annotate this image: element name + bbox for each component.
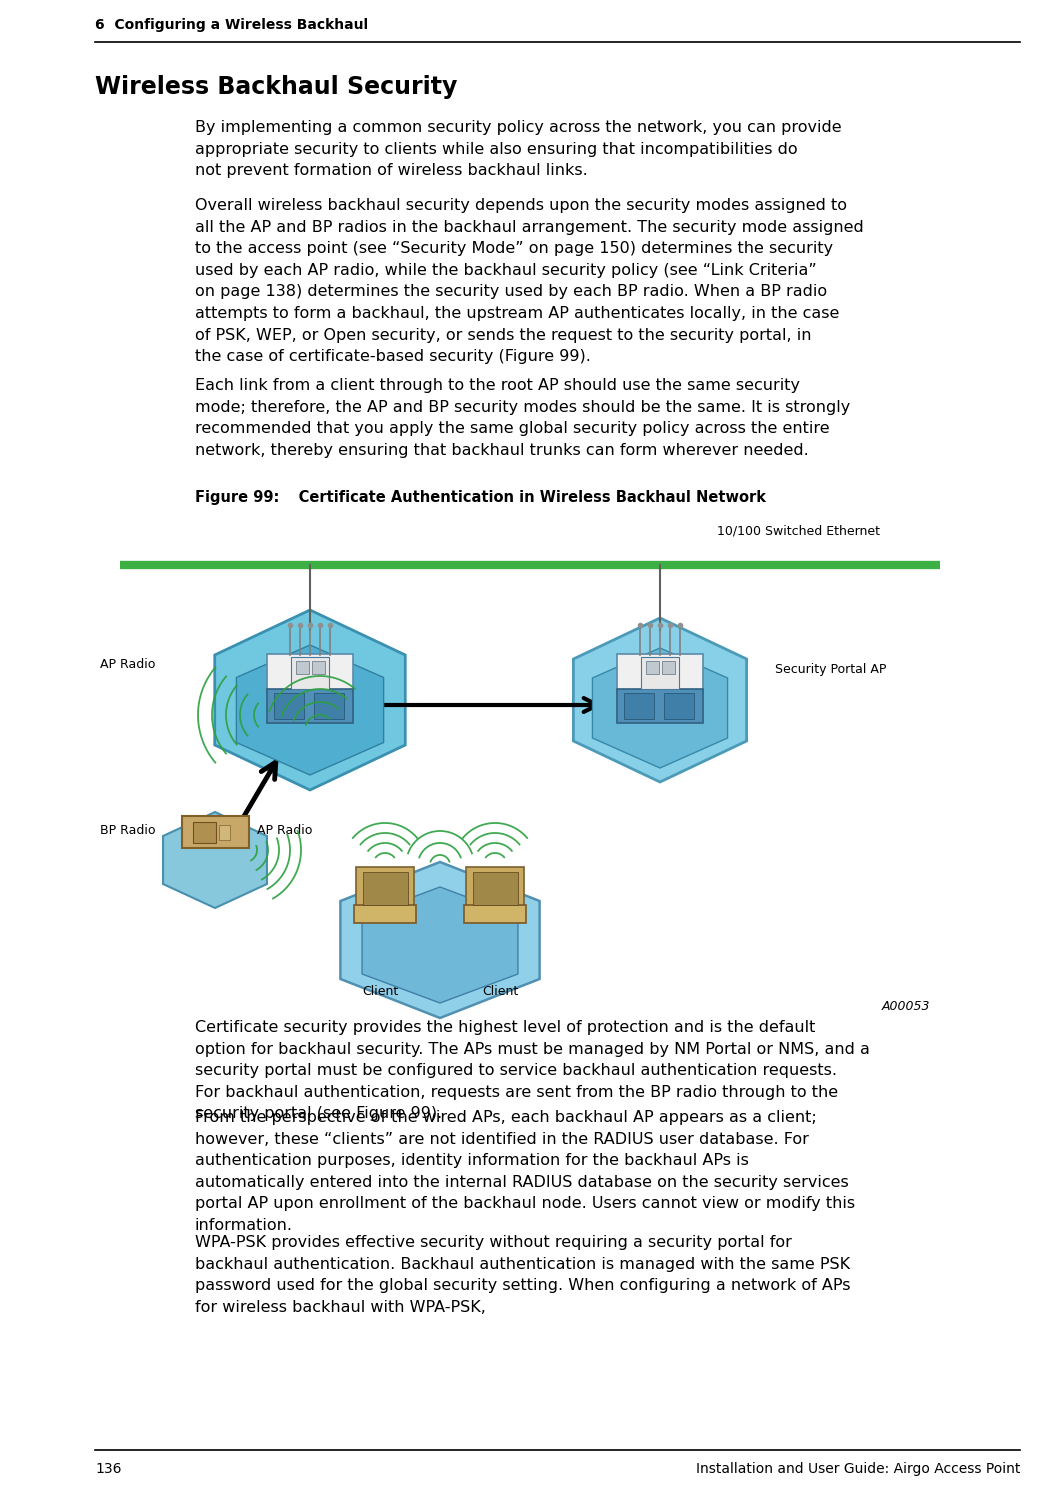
Polygon shape [340,862,539,1018]
FancyBboxPatch shape [356,867,414,909]
FancyBboxPatch shape [274,692,304,719]
FancyBboxPatch shape [466,867,524,909]
Text: 136: 136 [95,1462,121,1476]
Text: AP Radio: AP Radio [257,824,313,837]
Text: Wireless Backhaul Security: Wireless Backhaul Security [95,75,457,98]
FancyBboxPatch shape [354,906,416,924]
FancyBboxPatch shape [182,816,249,847]
FancyBboxPatch shape [641,656,679,689]
Text: Installation and User Guide: Airgo Access Point: Installation and User Guide: Airgo Acces… [696,1462,1020,1476]
FancyBboxPatch shape [624,692,654,719]
Polygon shape [163,812,267,909]
Text: Certificate Authentication in Wireless Backhaul Network: Certificate Authentication in Wireless B… [273,489,766,504]
FancyBboxPatch shape [267,653,353,692]
Polygon shape [362,888,518,1003]
Polygon shape [236,645,383,774]
FancyBboxPatch shape [664,692,694,719]
FancyBboxPatch shape [617,653,703,692]
Text: Client: Client [482,985,518,998]
FancyBboxPatch shape [464,906,526,924]
FancyBboxPatch shape [473,871,517,904]
Text: 10/100 Switched Ethernet: 10/100 Switched Ethernet [717,525,880,539]
FancyBboxPatch shape [267,689,353,724]
Text: 6  Configuring a Wireless Backhaul: 6 Configuring a Wireless Backhaul [95,18,369,31]
Text: AP Radio: AP Radio [100,658,156,671]
Text: Client: Client [362,985,398,998]
FancyBboxPatch shape [314,692,344,719]
FancyBboxPatch shape [362,871,408,904]
FancyBboxPatch shape [661,661,675,673]
Polygon shape [574,618,747,782]
Text: Overall wireless backhaul security depends upon the security modes assigned to
a: Overall wireless backhaul security depen… [195,198,863,364]
FancyBboxPatch shape [617,689,703,724]
Polygon shape [593,648,728,768]
FancyBboxPatch shape [645,661,658,673]
FancyBboxPatch shape [296,661,309,673]
Text: WPA-PSK provides effective security without requiring a security portal for
back: WPA-PSK provides effective security with… [195,1235,851,1314]
Polygon shape [215,610,405,789]
Text: By implementing a common security policy across the network, you can provide
app: By implementing a common security policy… [195,119,841,178]
Text: Each link from a client through to the root AP should use the same security
mode: Each link from a client through to the r… [195,377,850,458]
Text: Security Portal AP: Security Portal AP [775,664,887,676]
FancyBboxPatch shape [219,825,230,840]
FancyBboxPatch shape [193,822,216,843]
Text: Certificate security provides the highest level of protection and is the default: Certificate security provides the highes… [195,1021,870,1122]
Text: BP Radio: BP Radio [100,824,156,837]
FancyBboxPatch shape [291,656,329,689]
FancyBboxPatch shape [312,661,324,673]
Text: From the perspective of the wired APs, each backhaul AP appears as a client;
how: From the perspective of the wired APs, e… [195,1110,855,1232]
Text: A00053: A00053 [881,1000,930,1013]
Text: Figure 99:: Figure 99: [195,489,279,504]
